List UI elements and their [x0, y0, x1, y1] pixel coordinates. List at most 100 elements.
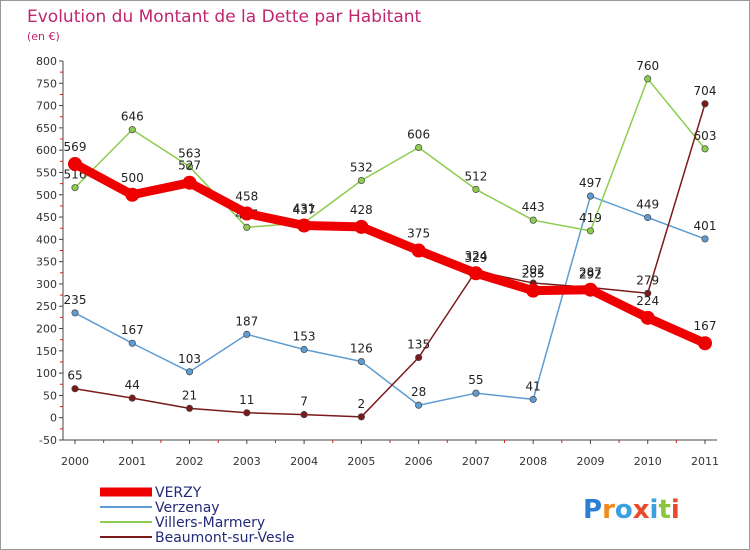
data-label: 302 [522, 263, 545, 277]
x-tick-label: 2000 [61, 455, 89, 468]
x-tick-label: 2007 [462, 455, 490, 468]
data-point [468, 266, 483, 281]
data-point [185, 404, 194, 412]
x-tick-label: 2008 [519, 455, 547, 468]
legend: VERZYVerzenayVillers-MarmeryBeaumont-sur… [100, 485, 294, 546]
y-tick-label: 0 [50, 412, 57, 425]
y-tick-label: 150 [36, 345, 57, 358]
data-point [71, 385, 79, 393]
legend-item: Villers-Marmery [100, 515, 265, 531]
data-point [357, 413, 365, 421]
data-label: 167 [694, 319, 717, 333]
y-tick-label: 600 [36, 144, 57, 157]
x-tick-label: 2005 [347, 455, 375, 468]
data-label: 292 [579, 268, 602, 282]
data-point [357, 357, 365, 366]
data-label: 646 [121, 110, 144, 124]
data-label: 235 [64, 293, 87, 307]
data-label: 401 [694, 219, 717, 233]
data-label: 569 [64, 140, 87, 154]
data-point [644, 289, 652, 297]
data-label: 443 [522, 200, 545, 214]
data-point [297, 218, 312, 233]
data-label: 563 [178, 147, 201, 161]
legend-item: Beaumont-sur-Vesle [100, 530, 294, 546]
y-tick-label: 700 [36, 100, 57, 113]
data-point [239, 206, 254, 221]
data-point [71, 184, 79, 192]
legend-item: VERZY [100, 485, 202, 501]
data-point [243, 409, 251, 417]
data-point [529, 395, 537, 403]
data-label: 167 [121, 323, 144, 337]
data-point [415, 401, 423, 409]
y-tick-label: 750 [36, 77, 57, 90]
data-label: 41 [526, 379, 541, 393]
data-label: 603 [694, 129, 717, 143]
legend-item: Verzenay [100, 500, 220, 516]
series-line [74, 195, 706, 406]
series-verzy: 569 500 527 458 431 428 375 324 285 287 224 167 [64, 140, 717, 351]
chart-title: Evolution du Montant de la Dette par Hab… [27, 7, 422, 27]
x-tick-label: 2011 [691, 455, 719, 468]
logo-letter: o [615, 495, 633, 525]
x-tick-label: 2002 [176, 455, 204, 468]
data-label: 65 [67, 369, 82, 383]
data-point [701, 100, 709, 108]
data-label: 11 [239, 393, 254, 407]
data-label: 126 [350, 342, 373, 356]
x-tick-label: 2010 [634, 455, 662, 468]
data-label: 500 [121, 171, 144, 185]
data-point [182, 175, 197, 190]
series-line [70, 159, 710, 348]
y-tick-label: 350 [36, 256, 57, 269]
data-label: 279 [636, 273, 659, 287]
data-point [640, 310, 655, 325]
data-label: 760 [636, 59, 659, 73]
proxiti-logo: Proxiti [583, 495, 680, 525]
y-tick-label: 450 [36, 211, 57, 224]
data-point [415, 353, 423, 362]
data-label: 55 [468, 373, 483, 387]
chart-subtitle: (en €) [27, 30, 60, 43]
y-tick-label: 800 [36, 55, 57, 68]
data-label: 375 [407, 227, 430, 241]
data-point [701, 145, 709, 153]
data-label: 419 [579, 211, 602, 225]
x-tick-label: 2001 [118, 455, 146, 468]
data-point [526, 283, 541, 298]
logo-letter: x [633, 495, 650, 525]
data-label: 2 [358, 397, 366, 411]
data-point [583, 282, 598, 297]
data-point [472, 389, 480, 397]
data-point [243, 223, 251, 231]
data-point [411, 243, 426, 258]
data-point [644, 75, 652, 83]
legend-label: Verzenay [155, 500, 220, 516]
data-point [357, 176, 365, 185]
data-point [415, 143, 423, 152]
data-label: 135 [407, 338, 430, 352]
data-label: 532 [350, 160, 373, 174]
data-label: 7 [300, 395, 308, 409]
x-tick-label: 2004 [290, 455, 318, 468]
data-point [125, 187, 140, 202]
data-label: 437 [293, 203, 316, 217]
data-point [243, 330, 251, 338]
series-line [74, 103, 706, 418]
data-label: 153 [293, 329, 316, 343]
y-tick-label: 50 [43, 389, 57, 402]
legend-label: Villers-Marmery [155, 515, 265, 531]
series-line [74, 78, 706, 232]
data-point [354, 219, 369, 234]
data-point [586, 192, 595, 200]
y-tick-label: 250 [36, 300, 57, 313]
data-point [644, 213, 652, 222]
data-point [185, 368, 194, 376]
logo-letter: i [650, 495, 659, 525]
logo-letter: P [583, 495, 602, 525]
